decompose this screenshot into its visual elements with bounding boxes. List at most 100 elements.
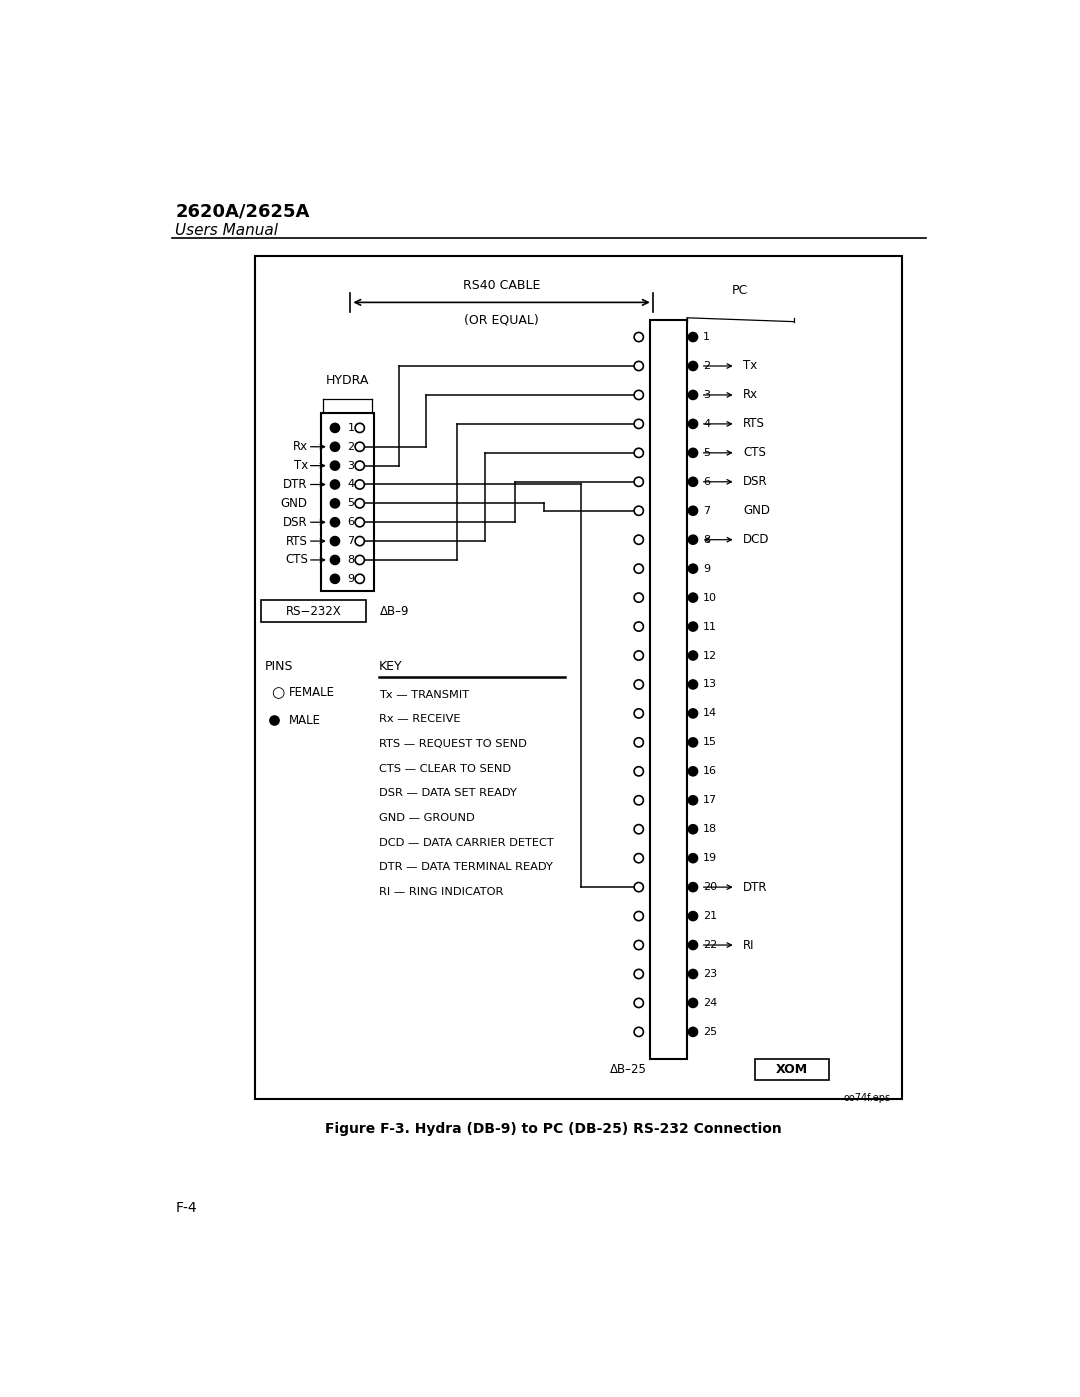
Circle shape [688, 535, 698, 545]
Bar [650, 320, 687, 1059]
Text: DSR: DSR [743, 475, 768, 489]
Text: Figure F-3. Hydra (DB-9) to PC (DB-25) RS-232 Connection: Figure F-3. Hydra (DB-9) to PC (DB-25) R… [325, 1122, 782, 1136]
Circle shape [330, 574, 339, 584]
Text: KEY: KEY [379, 661, 403, 673]
Circle shape [330, 481, 339, 489]
Circle shape [688, 651, 698, 661]
Circle shape [688, 999, 698, 1007]
Text: 12: 12 [703, 651, 717, 661]
Circle shape [688, 680, 698, 689]
Circle shape [330, 461, 339, 471]
Text: 18: 18 [703, 824, 717, 834]
Circle shape [688, 622, 698, 631]
Text: 11: 11 [703, 622, 717, 631]
Text: 21: 21 [703, 911, 717, 921]
Text: 7: 7 [348, 536, 354, 546]
Circle shape [330, 441, 339, 451]
Circle shape [688, 796, 698, 805]
Text: DTR: DTR [283, 478, 308, 490]
Text: ○: ○ [271, 686, 285, 700]
Text: RS−232X: RS−232X [286, 605, 342, 617]
Bar [755, 1059, 828, 1080]
Text: 25: 25 [703, 1027, 717, 1037]
Text: GND: GND [281, 497, 308, 510]
Text: RTS — REQUEST TO SEND: RTS — REQUEST TO SEND [379, 739, 527, 749]
Circle shape [330, 536, 339, 546]
Circle shape [688, 883, 698, 891]
Text: PC: PC [731, 284, 747, 298]
Text: PINS: PINS [266, 661, 294, 673]
Text: F-4: F-4 [175, 1201, 197, 1215]
Text: CTS: CTS [285, 553, 308, 566]
Text: Tx: Tx [294, 460, 308, 472]
Text: HYDRA: HYDRA [326, 374, 369, 387]
Circle shape [688, 854, 698, 863]
Text: DCD — DATA CARRIER DETECT: DCD — DATA CARRIER DETECT [379, 838, 554, 848]
Text: 2: 2 [348, 441, 354, 451]
Text: (OR EQUAL): (OR EQUAL) [464, 313, 539, 326]
Text: XOM: XOM [775, 1063, 808, 1076]
Circle shape [688, 970, 698, 979]
Text: RI — RING INDICATOR: RI — RING INDICATOR [379, 887, 503, 897]
Text: 17: 17 [703, 795, 717, 805]
Text: Tx: Tx [743, 359, 758, 373]
Text: 1: 1 [703, 332, 710, 342]
Text: 3: 3 [703, 390, 710, 400]
Bar [255, 256, 902, 1099]
Text: 15: 15 [703, 738, 717, 747]
Text: 4: 4 [703, 419, 711, 429]
Text: 13: 13 [703, 679, 717, 690]
Text: 2620A/2625A: 2620A/2625A [175, 203, 310, 221]
Bar [261, 601, 366, 622]
Text: 4: 4 [348, 479, 354, 489]
Circle shape [688, 592, 698, 602]
Circle shape [688, 332, 698, 342]
Text: DTR — DATA TERMINAL READY: DTR — DATA TERMINAL READY [379, 862, 553, 872]
Circle shape [688, 362, 698, 370]
Text: oo74f.eps: oo74f.eps [843, 1094, 891, 1104]
Text: FEMALE: FEMALE [288, 686, 335, 700]
Text: DCD: DCD [743, 534, 770, 546]
Circle shape [688, 390, 698, 400]
Circle shape [688, 708, 698, 718]
Circle shape [688, 564, 698, 573]
Text: Rx — RECEIVE: Rx — RECEIVE [379, 714, 461, 724]
Circle shape [688, 824, 698, 834]
Text: Rx: Rx [293, 440, 308, 453]
Circle shape [688, 911, 698, 921]
Text: 8: 8 [348, 555, 354, 564]
Text: RTS: RTS [743, 418, 766, 430]
Circle shape [688, 1027, 698, 1037]
Text: RI: RI [743, 939, 755, 951]
Circle shape [330, 499, 339, 509]
Text: 22: 22 [703, 940, 717, 950]
Text: 9: 9 [703, 563, 711, 574]
Text: 6: 6 [703, 476, 710, 486]
Circle shape [688, 419, 698, 429]
Text: Rx: Rx [743, 388, 758, 401]
Text: 2: 2 [703, 360, 711, 372]
Circle shape [330, 556, 339, 564]
Text: Users Manual: Users Manual [175, 224, 279, 237]
Text: ΔB–9: ΔB–9 [380, 605, 409, 617]
Text: 23: 23 [703, 970, 717, 979]
Text: 3: 3 [348, 461, 354, 471]
Text: 14: 14 [703, 708, 717, 718]
Text: Tx — TRANSMIT: Tx — TRANSMIT [379, 690, 469, 700]
Text: DTR: DTR [743, 880, 768, 894]
Text: MALE: MALE [288, 714, 321, 726]
Text: 9: 9 [348, 574, 354, 584]
Text: 7: 7 [703, 506, 711, 515]
Text: RTS: RTS [286, 535, 308, 548]
Text: 8: 8 [703, 535, 711, 545]
Circle shape [688, 738, 698, 747]
Text: ΔB–25: ΔB–25 [609, 1063, 647, 1076]
Text: RS40 CABLE: RS40 CABLE [463, 278, 540, 292]
Circle shape [330, 518, 339, 527]
Text: GND — GROUND: GND — GROUND [379, 813, 475, 823]
Circle shape [270, 715, 279, 725]
Text: 5: 5 [703, 448, 710, 458]
Text: 19: 19 [703, 854, 717, 863]
Circle shape [688, 506, 698, 515]
Text: 6: 6 [348, 517, 354, 527]
